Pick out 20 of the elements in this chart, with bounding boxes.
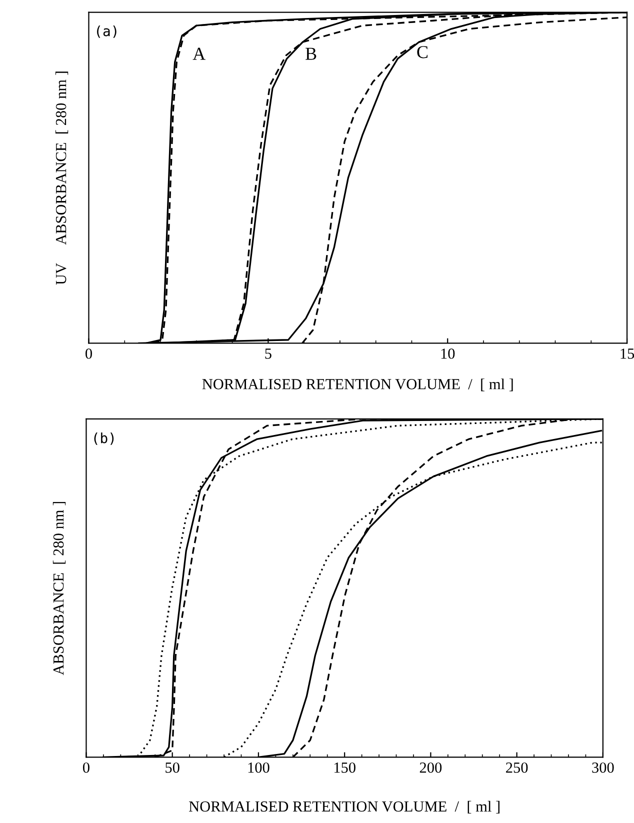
x-tick-label: 100 (248, 762, 270, 773)
x-tick-label: 50 (166, 762, 180, 773)
annotation: (b) (94, 432, 114, 445)
x-axis-title: NORMALISED RETENTION VOLUME / [ ml ] (189, 800, 500, 814)
x-tick-label: 15 (620, 348, 634, 359)
annotation: A (192, 48, 206, 60)
y-axis-title: ABSORBANCE [ 280 nm ] (52, 502, 66, 676)
x-tick-label: 200 (420, 762, 442, 773)
x-tick-label: 0 (86, 348, 92, 359)
y-axis-title: UV ABSORBANCE [ 280 nm ] (55, 72, 68, 285)
x-tick-label: 0 (82, 762, 90, 773)
x-tick-label: 10 (441, 348, 455, 359)
x-tick-label: 150 (334, 762, 356, 773)
x-tick-label: 250 (506, 762, 528, 773)
annotation: C (417, 46, 428, 58)
x-axis-title: NORMALISED RETENTION VOLUME / [ ml ] (202, 378, 513, 392)
x-tick-label: 300 (592, 762, 614, 773)
annotation: B (306, 48, 316, 60)
annotation: (a) (97, 26, 116, 38)
x-tick-label: 5 (265, 348, 272, 359)
